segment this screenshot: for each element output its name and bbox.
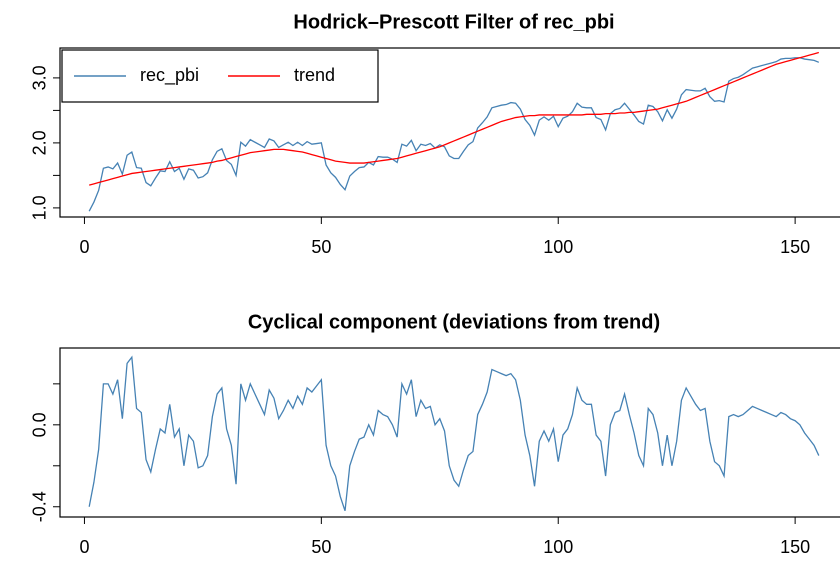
legend-label: trend	[294, 65, 335, 85]
x-tick-label: 0	[79, 537, 89, 557]
plot-frame	[59, 47, 840, 218]
x-tick-label: 50	[311, 237, 331, 257]
data-line	[88, 57, 820, 212]
legend-label: rec_pbi	[140, 65, 199, 86]
plot-frame	[59, 347, 840, 518]
x-tick-label: 150	[780, 237, 810, 257]
chart-title: Cyclical component (deviations from tren…	[248, 311, 660, 333]
y-tick-label: 1.0	[30, 195, 50, 220]
data-line	[89, 51, 819, 186]
y-tick-label: -0.4	[30, 491, 50, 522]
x-tick-label: 150	[780, 537, 810, 557]
y-tick-label: 2.0	[30, 130, 50, 155]
x-tick-label: 100	[543, 237, 573, 257]
data-line	[88, 355, 820, 512]
x-tick-label: 50	[311, 537, 331, 557]
x-tick-label: 100	[543, 537, 573, 557]
x-tick-label: 0	[79, 237, 89, 257]
chart-title: Hodrick–Prescott Filter of rec_pbi	[293, 11, 614, 33]
y-tick-label: 3.0	[30, 65, 50, 90]
y-tick-label: 0.0	[30, 412, 50, 437]
